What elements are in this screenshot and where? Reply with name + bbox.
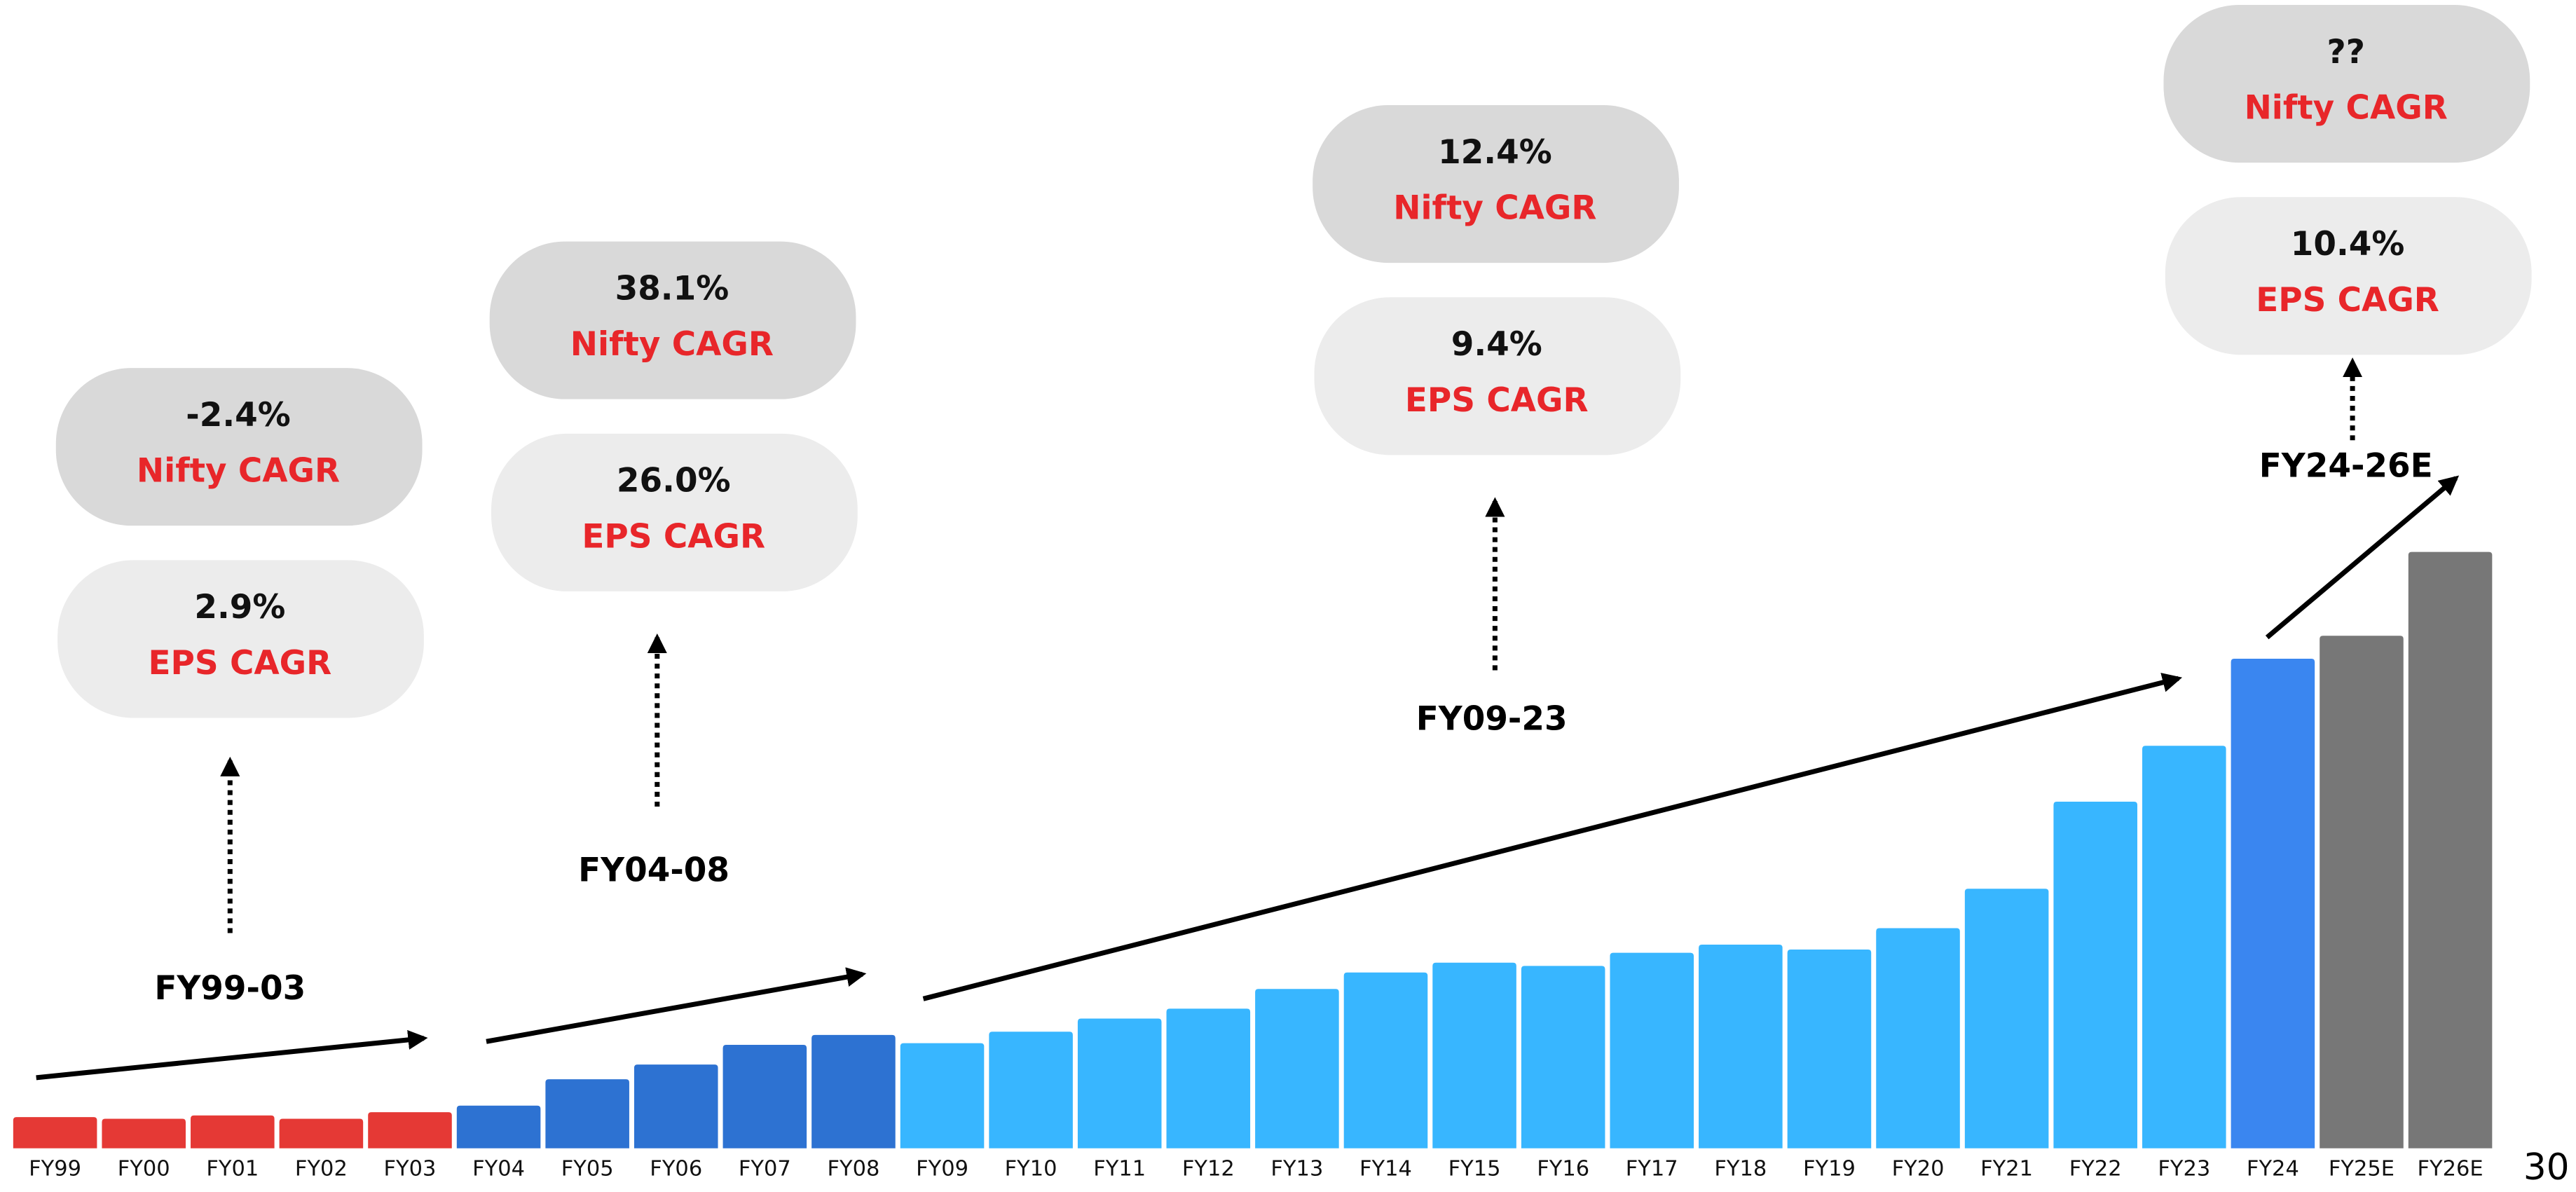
bar xyxy=(1166,1008,1251,1149)
x-tick-label: FY25E xyxy=(2329,1157,2395,1181)
nifty-value: ?? xyxy=(2327,33,2365,71)
x-tick-label: FY20 xyxy=(1892,1157,1945,1181)
x-tick-label: FY01 xyxy=(206,1157,259,1181)
eps-box xyxy=(57,560,424,718)
nifty-value: 38.1% xyxy=(615,269,729,308)
period-label: FY99-03 xyxy=(154,969,306,1008)
bar xyxy=(811,1034,896,1149)
bar xyxy=(1077,1018,1162,1149)
eps-value: 10.4% xyxy=(2291,225,2405,263)
bar xyxy=(1699,944,1783,1149)
x-tick-label: FY05 xyxy=(561,1157,614,1181)
eps-box xyxy=(1314,297,1681,455)
eps-label: EPS CAGR xyxy=(2256,281,2439,320)
period-label: FY09-23 xyxy=(1416,700,1568,739)
x-tick-label: FY15 xyxy=(1448,1157,1501,1181)
bar xyxy=(2320,636,2404,1149)
bar xyxy=(13,1117,97,1149)
x-tick-label: FY24 xyxy=(2247,1157,2299,1181)
x-tick-label: FY00 xyxy=(118,1157,170,1181)
bar xyxy=(2053,802,2137,1149)
bar xyxy=(2142,746,2226,1149)
x-tick-label: FY14 xyxy=(1359,1157,1412,1181)
trend-arrow xyxy=(922,673,2183,1001)
nifty-value: 12.4% xyxy=(1438,133,1552,172)
bar xyxy=(1255,989,1339,1149)
bar xyxy=(1964,889,2049,1149)
x-tick-label: FY11 xyxy=(1093,1157,1146,1181)
x-tick-label: FY08 xyxy=(827,1157,879,1181)
eps-value: 9.4% xyxy=(1451,325,1542,364)
nifty-label: Nifty CAGR xyxy=(2245,89,2448,128)
eps-value: 26.0% xyxy=(617,462,731,500)
bar xyxy=(545,1079,629,1149)
x-tick-label: FY02 xyxy=(295,1157,348,1181)
nifty-value: -2.4% xyxy=(186,396,290,434)
x-tick-label: FY99 xyxy=(29,1157,81,1181)
bar xyxy=(722,1044,807,1149)
x-tick-label: FY18 xyxy=(1714,1157,1767,1181)
eps-label: EPS CAGR xyxy=(582,517,765,556)
bar xyxy=(1610,952,1694,1149)
x-tick-label: FY10 xyxy=(1005,1157,1057,1181)
x-tick-label: FY07 xyxy=(739,1157,791,1181)
x-tick-label: FY16 xyxy=(1537,1157,1589,1181)
nifty-label: Nifty CAGR xyxy=(1393,189,1596,228)
bar xyxy=(191,1115,275,1149)
eps-box xyxy=(2165,197,2532,355)
bar xyxy=(1432,962,1516,1149)
x-tick-label: FY22 xyxy=(2069,1157,2122,1181)
x-tick-label: FY12 xyxy=(1182,1157,1235,1181)
bar xyxy=(456,1105,541,1149)
x-tick-label: FY23 xyxy=(2158,1157,2210,1181)
bar xyxy=(1876,928,1960,1149)
eps-value: 2.9% xyxy=(194,588,285,626)
x-tick-label: FY19 xyxy=(1803,1157,1856,1181)
bar xyxy=(102,1118,186,1149)
x-tick-label: FY09 xyxy=(916,1157,968,1181)
bar xyxy=(900,1043,985,1149)
x-tick-label: FY26E xyxy=(2417,1157,2483,1181)
bar xyxy=(2408,552,2493,1149)
bar xyxy=(1787,949,1872,1149)
bar xyxy=(633,1064,718,1149)
trend-arrow xyxy=(36,1029,428,1081)
bar xyxy=(368,1112,452,1149)
x-tick-label: FY17 xyxy=(1626,1157,1678,1181)
eps-label: EPS CAGR xyxy=(1405,381,1589,420)
eps-label: EPS CAGR xyxy=(148,644,331,683)
trend-arrow xyxy=(2265,475,2460,640)
bar xyxy=(989,1032,1073,1149)
eps-box xyxy=(491,433,858,591)
nifty-box xyxy=(2163,5,2530,163)
nifty-label: Nifty CAGR xyxy=(570,325,774,364)
x-tick-label: FY03 xyxy=(384,1157,437,1181)
x-tick-label: FY21 xyxy=(1980,1157,2033,1181)
bar xyxy=(1343,972,1428,1149)
page-number: 30 xyxy=(2523,1146,2570,1188)
bar xyxy=(2231,659,2315,1149)
nifty-box xyxy=(489,241,856,399)
x-tick-label: FY13 xyxy=(1270,1157,1323,1181)
trend-arrow xyxy=(486,967,867,1044)
bar xyxy=(279,1118,364,1149)
nifty-label: Nifty CAGR xyxy=(137,452,340,491)
nifty-box xyxy=(55,368,423,526)
nifty-box xyxy=(1313,105,1679,263)
bar xyxy=(1521,966,1605,1149)
period-label: FY04-08 xyxy=(578,851,729,889)
x-tick-label: FY04 xyxy=(472,1157,525,1181)
period-label: FY24-26E xyxy=(2259,447,2433,486)
x-tick-label: FY06 xyxy=(650,1157,702,1181)
